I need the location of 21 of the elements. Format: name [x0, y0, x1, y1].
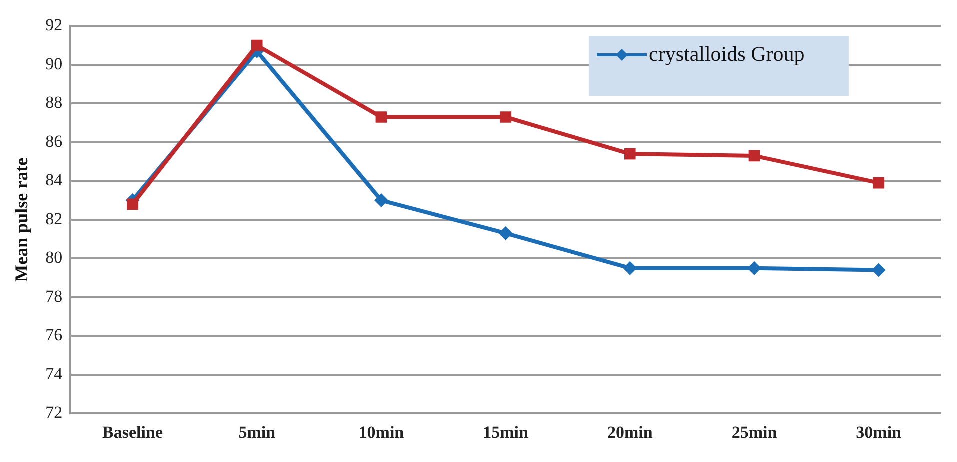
y-tick-label: 72 [46, 403, 63, 422]
legend: crystalloids Group [589, 36, 849, 96]
y-tick-label: 92 [46, 16, 63, 35]
y-tick-label: 86 [46, 132, 63, 151]
x-tick-label: 25min [732, 423, 778, 442]
x-tick-label: 10min [358, 423, 405, 442]
y-tick-label: 84 [46, 170, 64, 190]
x-tick-label: 5min [238, 423, 276, 442]
y-tick-label: 78 [46, 286, 63, 306]
legend-label: crystalloids Group [649, 42, 805, 68]
y-tick-label: 80 [46, 248, 63, 268]
x-tick-label: Baseline [102, 423, 164, 442]
x-tick-label: 15min [483, 423, 530, 442]
y-tick-label: 76 [46, 326, 63, 345]
y-axis-title: Mean pulse rate [11, 158, 32, 282]
y-tick-label: 88 [46, 93, 63, 112]
y-tick-label: 82 [46, 209, 63, 228]
x-tick-label: 30min [856, 423, 902, 442]
y-tick-label: 90 [46, 54, 63, 74]
y-tick-label: 74 [46, 364, 64, 384]
x-tick-label: 20min [607, 423, 654, 442]
